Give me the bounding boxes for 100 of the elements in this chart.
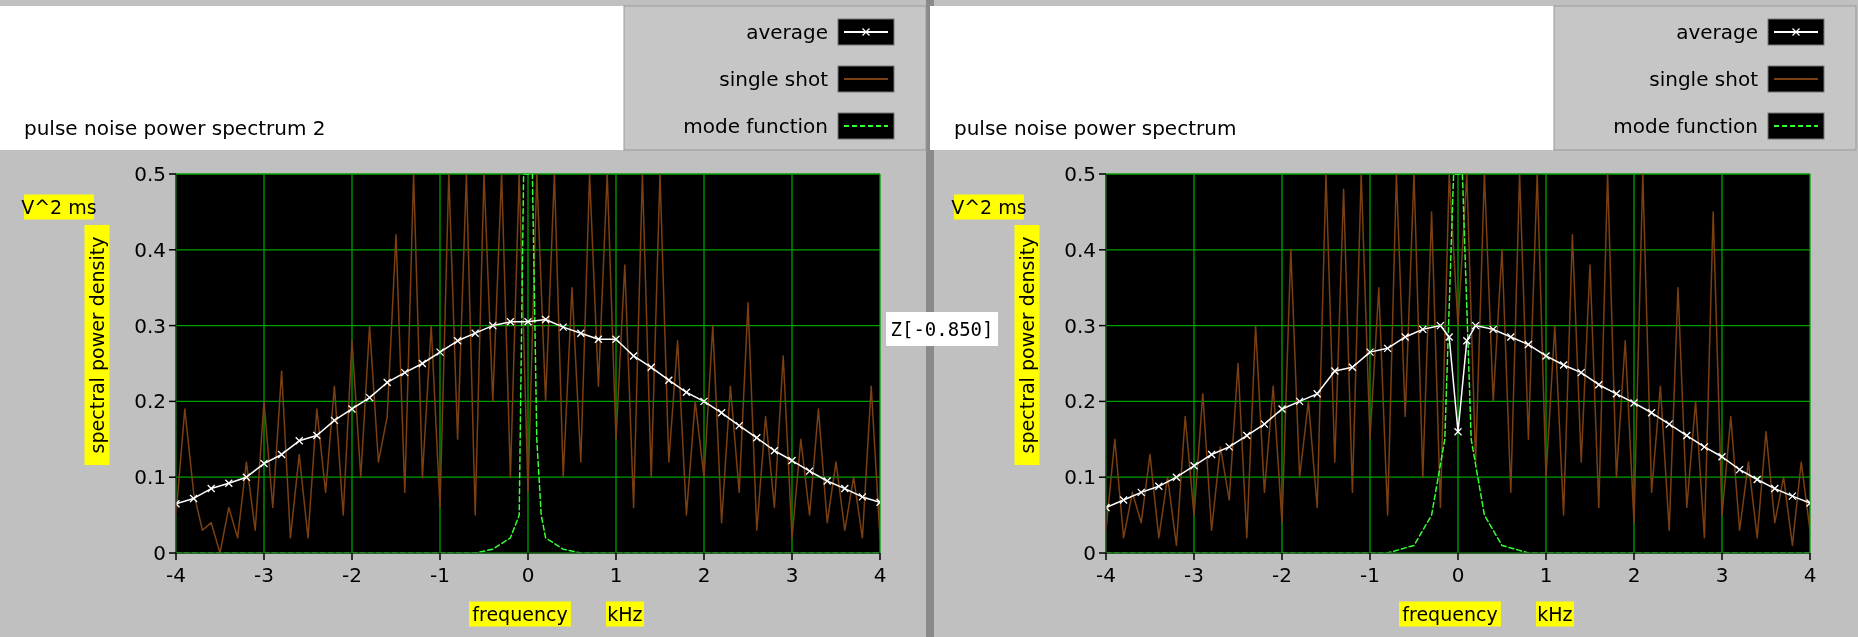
x-tick-label: 2 (1627, 563, 1641, 587)
y-tick-label: 0.5 (1064, 162, 1096, 186)
point (1506, 332, 1515, 342)
point (1717, 452, 1727, 461)
point (418, 359, 427, 368)
point (858, 492, 867, 502)
point (1629, 398, 1639, 408)
y-tick-label: 0.1 (134, 465, 166, 490)
y-tick-label: 0.2 (1064, 389, 1096, 414)
x-tick-label: 1 (1539, 563, 1553, 587)
x-tick-label: -2 (1272, 563, 1292, 587)
point (1453, 427, 1463, 436)
point (1330, 366, 1339, 376)
point (1489, 325, 1498, 334)
point (1436, 321, 1445, 330)
point (541, 315, 550, 324)
x-tick-label: 2 (697, 563, 711, 587)
x-tick-label: -1 (430, 563, 450, 587)
legend-label: mode function (683, 114, 828, 138)
y-tick-label: 0.5 (134, 162, 166, 186)
point (1172, 473, 1181, 482)
point (488, 321, 497, 330)
x-tick-label: -1 (1360, 563, 1380, 587)
point (1524, 340, 1533, 349)
y-tick-label: 0.4 (1064, 237, 1096, 262)
point (259, 459, 269, 468)
point (1295, 397, 1304, 406)
point (576, 329, 585, 338)
point (682, 388, 691, 397)
point (1119, 495, 1128, 505)
y-tick-label: 0.1 (1064, 465, 1096, 490)
point (717, 408, 726, 417)
y-tick-label: 0.2 (134, 389, 166, 414)
point (1559, 360, 1568, 370)
point (805, 466, 814, 476)
point (752, 433, 761, 442)
point (471, 329, 480, 338)
point (1665, 419, 1674, 429)
x-tick-label: 0 (1451, 563, 1465, 587)
point (823, 476, 832, 486)
point (1462, 336, 1471, 345)
point (1189, 461, 1199, 470)
point (787, 456, 797, 465)
x-axis-title: frequency (1402, 602, 1498, 625)
point (594, 335, 603, 344)
point (330, 416, 339, 425)
point (1471, 321, 1480, 330)
point (559, 322, 568, 332)
point (647, 363, 656, 372)
point (1225, 442, 1234, 452)
point (1313, 389, 1322, 398)
point (1401, 332, 1410, 342)
point (1154, 482, 1163, 491)
x-tick-label: -2 (342, 563, 362, 587)
point (207, 484, 216, 493)
y-tick-label: 0 (1083, 541, 1096, 565)
point (1753, 475, 1762, 484)
x-tick-label: 4 (873, 563, 887, 587)
point (435, 347, 445, 357)
y-tick-label: 0.3 (1064, 313, 1096, 338)
y-axis-title: spectral power density (1015, 236, 1038, 454)
point (400, 368, 409, 377)
point (189, 494, 198, 503)
x-tick-label: 0 (521, 563, 535, 587)
y-tick-label: 0.3 (134, 313, 166, 338)
legend-label: mode function (1613, 114, 1758, 138)
point (506, 317, 515, 326)
point (1418, 325, 1427, 334)
point (224, 479, 233, 488)
point (1541, 351, 1551, 361)
point (840, 484, 849, 493)
point (1770, 484, 1779, 493)
point (1137, 488, 1146, 497)
text: kHz (607, 602, 643, 625)
point (1647, 408, 1656, 417)
point (1682, 431, 1691, 440)
point (770, 446, 779, 455)
point (1612, 389, 1621, 398)
point (611, 335, 621, 344)
point (277, 450, 286, 459)
point (1788, 492, 1797, 501)
point (453, 336, 462, 345)
text: Z[-0.850] (890, 317, 994, 340)
point (383, 378, 392, 387)
x-axis-title: frequency (472, 602, 568, 625)
point (1577, 368, 1586, 377)
x-tick-label: 3 (785, 563, 799, 587)
point (1277, 404, 1287, 414)
point (1700, 442, 1709, 452)
point (523, 317, 533, 326)
x-tick-label: 1 (609, 563, 623, 587)
point (1207, 450, 1216, 459)
x-tick-label: -4 (166, 563, 186, 587)
point (295, 436, 304, 445)
point (1260, 419, 1269, 429)
legend-label: single shot (1649, 67, 1759, 91)
point (699, 397, 709, 406)
point (312, 431, 321, 440)
point (1365, 347, 1375, 357)
point (347, 404, 357, 414)
